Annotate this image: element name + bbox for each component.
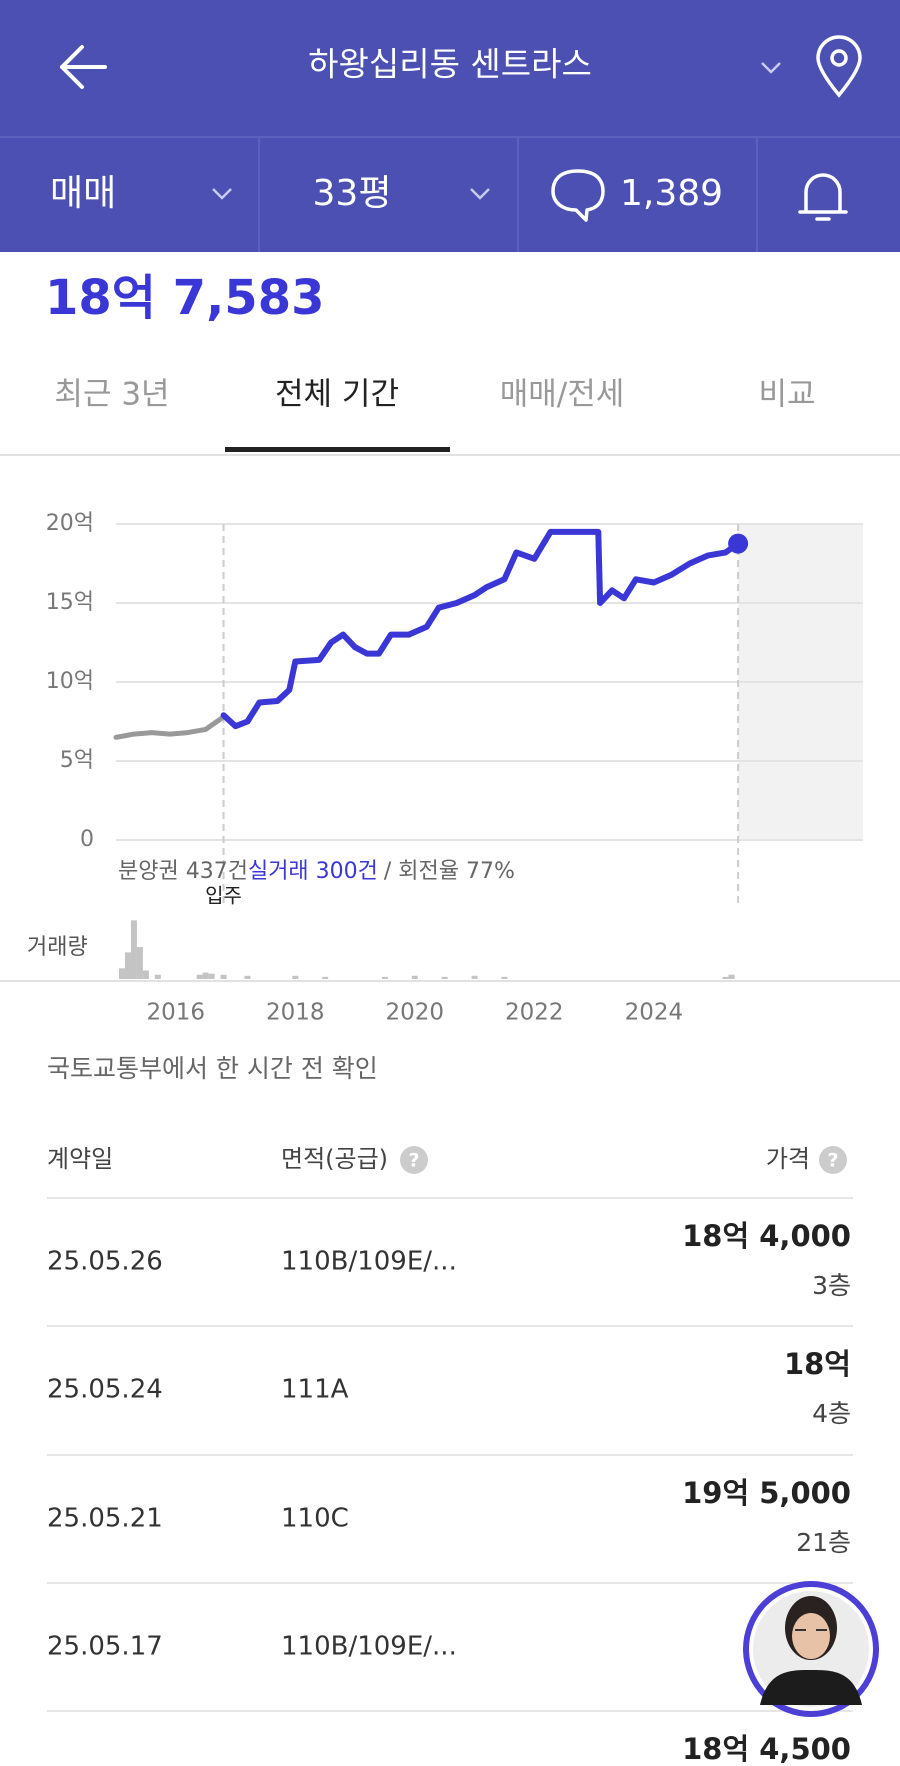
comment-icon <box>551 169 605 222</box>
comment-count: 1,389 <box>620 173 723 214</box>
y-tick-label: 15억 <box>46 590 94 615</box>
legend-entry: 실거래 300건 <box>248 859 378 884</box>
y-tick-label: 20억 <box>46 511 94 536</box>
x-tick-label: 2016 <box>146 1000 205 1026</box>
help-mark: ? <box>408 1150 419 1172</box>
floor: 3층 <box>812 1271 851 1300</box>
pin-icon <box>816 35 862 98</box>
move-in-label: 입주 <box>205 884 242 908</box>
deal-price: 19억 5,000 <box>682 1476 851 1510</box>
area: 110C <box>281 1504 349 1534</box>
chevron <box>212 188 232 200</box>
contract-date: 25.05.24 <box>47 1375 163 1405</box>
column-header: 가격 <box>766 1145 810 1173</box>
size-select[interactable]: 33평 <box>313 173 490 214</box>
help-mark: ? <box>827 1150 838 1172</box>
volume-bar <box>136 947 143 979</box>
tab[interactable]: 최근 3년 <box>54 377 169 413</box>
area: 110B/109E/... <box>281 1632 457 1662</box>
volume-bar <box>441 976 448 979</box>
deal-summary: 분양권 437건실거래 300건 / 회전율 77% <box>118 859 515 884</box>
floor: 4층 <box>812 1399 851 1428</box>
volume-bar <box>244 975 251 979</box>
volume-bar <box>130 920 137 979</box>
location-button[interactable] <box>816 35 862 98</box>
volume-bar <box>471 975 478 979</box>
comments-button[interactable]: 1,389 <box>551 169 723 222</box>
volume-bar <box>728 974 735 979</box>
volume-bar <box>501 976 508 979</box>
x-tick-label: 2024 <box>625 1000 684 1026</box>
avatar-face <box>792 1613 830 1659</box>
volume-bar <box>202 972 209 979</box>
turnover-rate: / 회전율 77% <box>384 859 515 884</box>
tab-bar: 최근 3년 전체 기간 매매/전세 비교 <box>54 377 815 413</box>
trade-label: 매매 <box>50 173 116 214</box>
column-header: 면적(공급) <box>281 1145 388 1173</box>
y-tick-label: 5억 <box>60 748 94 773</box>
volume-bar <box>118 968 125 979</box>
area: 110B/109E/... <box>281 1247 457 1277</box>
contract-date: 25.05.17 <box>47 1632 163 1662</box>
x-tick-label: 2022 <box>505 1000 564 1026</box>
size-label: 33평 <box>313 173 392 214</box>
column-header: 계약일 <box>47 1145 113 1173</box>
volume-bar <box>292 975 299 979</box>
avatar-body <box>760 1670 862 1705</box>
volume-bar <box>142 970 149 979</box>
price-line <box>113 714 227 740</box>
tab-indicator <box>225 447 450 452</box>
area: 111A <box>281 1375 349 1405</box>
tab[interactable]: 매매/전세 <box>500 377 625 413</box>
source-note: 국토교통부에서 한 시간 전 확인 <box>47 1054 378 1083</box>
latest-point <box>728 533 749 554</box>
volume-bar <box>124 952 131 979</box>
x-tick-label: 2020 <box>386 1000 445 1026</box>
contract-date: 25.05.26 <box>47 1247 163 1277</box>
header-bg <box>0 0 900 252</box>
volume-bar <box>411 975 418 979</box>
volume-bar <box>322 976 329 979</box>
current-price: 18억 7,583 <box>45 270 325 326</box>
pin-dot <box>830 49 848 67</box>
bell-icon <box>798 173 848 221</box>
volume-bar <box>381 976 388 979</box>
volume-bar <box>208 973 215 979</box>
deal-price: 18억 4,500 <box>682 1732 851 1766</box>
volume-bar <box>722 976 729 979</box>
tab[interactable]: 비교 <box>758 377 815 413</box>
tab[interactable]: 전체 기간 <box>275 377 399 413</box>
volume-label: 거래량 <box>27 935 88 960</box>
header-title: 하왕십리동 센트라스 <box>308 45 592 84</box>
legend-entry: 분양권 437건 <box>118 859 248 884</box>
price-line <box>220 528 742 730</box>
back-button[interactable] <box>60 45 107 89</box>
price-chart: 0 5억 10억 15억 20억 2016 2018 2020 2022 2024 분양권 437건… <box>27 511 863 1026</box>
contract-date: 25.05.21 <box>47 1504 163 1534</box>
title-dropdown[interactable] <box>761 62 781 74</box>
consultant-avatar[interactable] <box>743 1581 879 1717</box>
y-tick-label: 0 <box>80 827 94 852</box>
volume-bar <box>154 974 161 979</box>
help-icon[interactable] <box>400 1146 428 1174</box>
transaction-table: 계약일 면적(공급) 가격? ? 25.05.26 110B/109E/... 18억 4,… <box>47 1145 853 1766</box>
volume-bar <box>196 974 203 979</box>
help-icon[interactable] <box>819 1146 847 1174</box>
alarm-button[interactable] <box>798 173 848 221</box>
trade-select[interactable]: 매매 <box>50 173 232 214</box>
volume-bar <box>220 974 227 979</box>
floor: 21층 <box>796 1528 851 1557</box>
deal-price: 18억 4,000 <box>682 1219 851 1253</box>
deal-price: 18억 <box>784 1347 851 1381</box>
chevron <box>470 188 490 200</box>
y-tick-label: 10억 <box>46 669 94 694</box>
x-tick-label: 2018 <box>266 1000 325 1026</box>
